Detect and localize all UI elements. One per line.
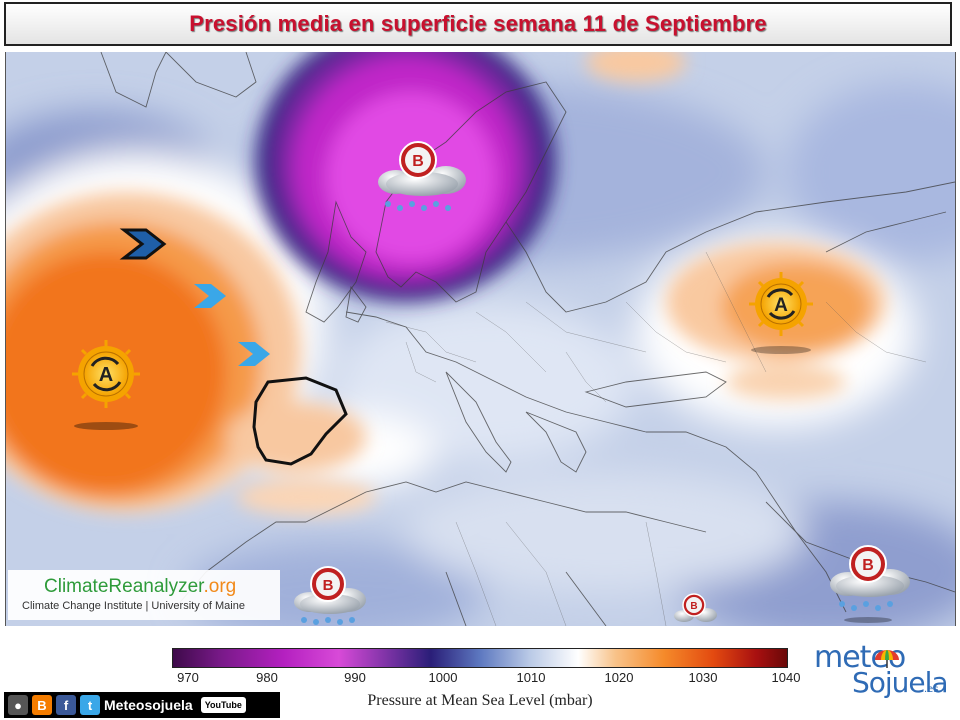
- footer-name[interactable]: Meteosojuela: [104, 697, 193, 713]
- colorbar-tick: 990: [344, 670, 366, 685]
- atlantic-high-label: A: [99, 364, 113, 386]
- eastern-high-icon: A: [749, 272, 813, 354]
- iberia-outline: [252, 376, 348, 466]
- colorbar-tick: 1020: [604, 670, 634, 685]
- colorbar-tick: 970: [177, 670, 199, 685]
- logo-subtitle: Climate Change Institute | University of…: [22, 600, 245, 612]
- wind-arrows: [119, 228, 270, 366]
- title-bar: Presión media en superficie semana 11 de…: [4, 2, 952, 46]
- scandinavia-low-icon: B: [378, 141, 466, 211]
- climate-reanalyzer-logo: ClimateReanalyzer.org Climate Change Ins…: [8, 570, 280, 620]
- sinai-low-icon: B: [674, 593, 717, 622]
- youtube-icon[interactable]: YouTube: [200, 697, 246, 713]
- social-footer: ● B f t Meteosojuela YouTube: [4, 692, 280, 718]
- coastlines: [100, 52, 955, 626]
- logo-name-main: ClimateReanalyzer: [44, 576, 204, 597]
- middle-east-low-label: B: [862, 557, 874, 574]
- eastern-high-label: A: [774, 295, 788, 316]
- colorbar-label: Pressure at Mean Sea Level (mbar): [367, 692, 593, 709]
- west-africa-low-label: B: [323, 577, 334, 594]
- facebook-icon[interactable]: f: [56, 695, 76, 715]
- brand-suffix: .es: [924, 684, 939, 695]
- wind-arrow-3: [238, 342, 270, 366]
- colorbar-tick: 1030: [688, 670, 718, 685]
- umbrella-icon: [875, 650, 899, 668]
- borders: [385, 251, 927, 626]
- brand-part2: Sojuela: [852, 666, 949, 699]
- colorbar-tick: 1000: [428, 670, 458, 685]
- map-svg: A A B: [6, 52, 955, 626]
- blogger-icon[interactable]: B: [32, 695, 52, 715]
- logo-name: ClimateReanalyzer.org: [44, 576, 236, 598]
- page-title: Presión media en superficie semana 11 de…: [189, 11, 767, 36]
- atlantic-high-icon: A: [72, 340, 140, 430]
- middle-east-low-icon: B: [830, 545, 910, 623]
- wind-arrow-2: [194, 284, 226, 308]
- sinai-low-label: B: [690, 601, 697, 612]
- colorbar-tick: 1040: [771, 670, 801, 685]
- colorbar-tick: 1010: [516, 670, 546, 685]
- twitter-icon[interactable]: t: [80, 695, 100, 715]
- pressure-map: A A B: [5, 52, 956, 626]
- logo-name-suffix: .org: [203, 576, 237, 597]
- meteosojuela-brand: meteo Sojuela .es: [812, 640, 952, 700]
- pressure-colorbar: [172, 648, 788, 668]
- scandinavia-low-label: B: [412, 153, 424, 170]
- colorbar-tick: 980: [256, 670, 278, 685]
- camera-icon[interactable]: ●: [8, 695, 28, 715]
- wind-arrow-1: [119, 228, 167, 260]
- west-africa-low-icon: B: [294, 566, 366, 625]
